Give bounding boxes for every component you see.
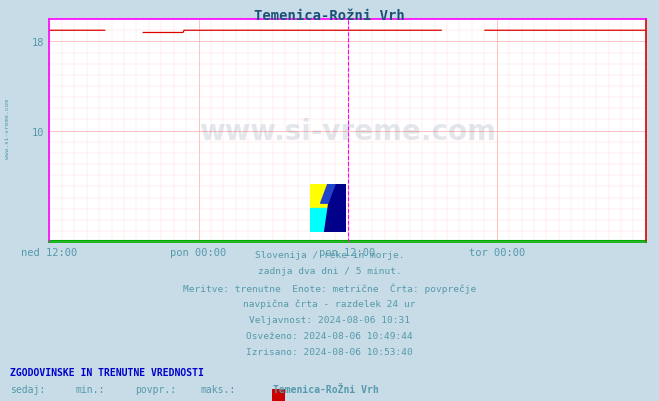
Bar xyxy=(310,184,328,209)
Text: povpr.:: povpr.: xyxy=(135,384,176,394)
Polygon shape xyxy=(310,209,328,233)
Text: Izrisano: 2024-08-06 10:53:40: Izrisano: 2024-08-06 10:53:40 xyxy=(246,347,413,356)
Text: Meritve: trenutne  Enote: metrične  Črta: povprečje: Meritve: trenutne Enote: metrične Črta: … xyxy=(183,283,476,293)
Text: navpična črta - razdelek 24 ur: navpična črta - razdelek 24 ur xyxy=(243,299,416,308)
Text: Temenica-Rožni Vrh: Temenica-Rožni Vrh xyxy=(254,9,405,23)
Text: www.si-vreme.com: www.si-vreme.com xyxy=(199,117,496,145)
Text: maks.:: maks.: xyxy=(201,384,236,394)
Text: zadnja dva dni / 5 minut.: zadnja dva dni / 5 minut. xyxy=(258,267,401,275)
Text: Temenica-RoŽni Vrh: Temenica-RoŽni Vrh xyxy=(273,384,379,394)
Text: www.si-vreme.com: www.si-vreme.com xyxy=(5,98,11,158)
Text: Osveženo: 2024-08-06 10:49:44: Osveženo: 2024-08-06 10:49:44 xyxy=(246,331,413,340)
Text: ZGODOVINSKE IN TRENUTNE VREDNOSTI: ZGODOVINSKE IN TRENUTNE VREDNOSTI xyxy=(10,367,204,377)
Text: min.:: min.: xyxy=(76,384,105,394)
Polygon shape xyxy=(324,184,346,233)
Text: sedaj:: sedaj: xyxy=(10,384,45,394)
Polygon shape xyxy=(320,184,335,204)
Text: Slovenija / reke in morje.: Slovenija / reke in morje. xyxy=(255,251,404,259)
Text: Veljavnost: 2024-08-06 10:31: Veljavnost: 2024-08-06 10:31 xyxy=(249,315,410,324)
